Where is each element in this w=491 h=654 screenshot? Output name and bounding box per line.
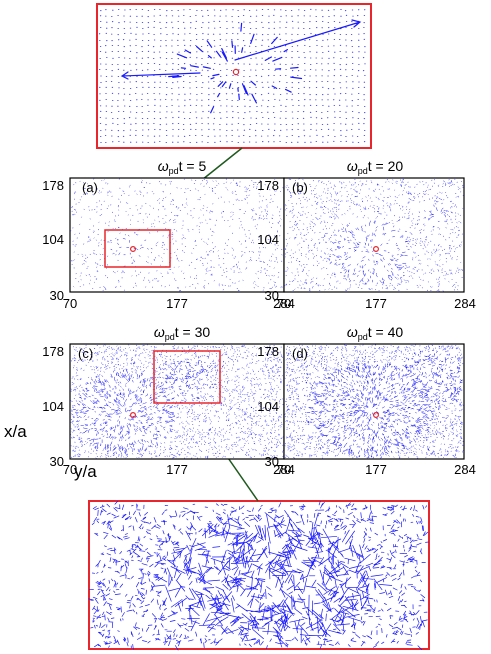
panel-c-xtick-mid: 177 xyxy=(166,462,188,477)
panel-c-ytick-bottom: 30 xyxy=(50,454,64,469)
zoom-inset-bottom xyxy=(88,500,430,651)
vector-field xyxy=(284,344,464,459)
inset-top-dots xyxy=(98,8,366,143)
panel-b-ytick-top: 178 xyxy=(257,178,279,193)
zoom-box-c xyxy=(153,350,221,404)
panel-d-ytick-mid: 104 xyxy=(257,399,279,414)
panel-d: ωpdt = 40 (d) 178 104 30 70 177 284 xyxy=(257,324,476,477)
panel-d-xtick-left: 70 xyxy=(277,462,291,477)
panel-c-ytick-top: 178 xyxy=(42,344,64,359)
inset-top-arrows xyxy=(120,19,362,114)
panel-c-xtick-right: 284 xyxy=(273,462,295,477)
zoom-box-a xyxy=(104,229,171,268)
panel-a-marker xyxy=(130,246,137,253)
panel-d-marker xyxy=(373,412,380,419)
panel-a-ytick-mid: 104 xyxy=(42,232,64,247)
panel-d-ytick-bottom: 30 xyxy=(265,454,279,469)
panel-c-label: (c) xyxy=(78,346,93,361)
panel-c-ytick-mid: 104 xyxy=(42,399,64,414)
panel-d-xtick-right: 284 xyxy=(454,462,476,477)
panel-a-xtick-right: 284 xyxy=(273,296,295,311)
vector-field xyxy=(70,344,284,459)
panel-b-title: ωpdt = 20 xyxy=(347,158,404,176)
panel-a-title: ωpdt = 5 xyxy=(158,158,207,176)
zoom-inset-top xyxy=(96,3,372,149)
panel-c-title: ωpdt = 30 xyxy=(154,324,211,342)
panel-b-xtick-right: 284 xyxy=(454,296,476,311)
panel-a-ytick-top: 178 xyxy=(42,178,64,193)
panel-b: ωpdt = 20 (b) 178 104 30 70 177 284 xyxy=(257,158,476,311)
vector-field xyxy=(284,178,464,292)
panel-d-ytick-top: 178 xyxy=(257,344,279,359)
panel-b-ytick-bottom: 30 xyxy=(265,288,279,303)
inset-bottom-field xyxy=(88,500,429,651)
panel-c-marker xyxy=(130,412,137,419)
panel-c-xlabel: y/a xyxy=(74,462,97,481)
panel-b-xtick-left: 70 xyxy=(277,296,291,311)
panel-a-label: (a) xyxy=(82,180,98,195)
panel-a-xtick-mid: 177 xyxy=(166,296,188,311)
panel-d-xtick-mid: 177 xyxy=(365,462,387,477)
panel-b-xtick-mid: 177 xyxy=(365,296,387,311)
vector-field xyxy=(70,178,284,292)
panel-a: ωpdt = 5 (a) 178 104 30 70 177 284 xyxy=(42,158,295,311)
inset-top-marker xyxy=(232,68,240,76)
panel-b-marker xyxy=(373,246,380,253)
panel-c-ylabel: x/a xyxy=(4,422,27,441)
panel-a-ytick-bottom: 30 xyxy=(50,288,64,303)
panel-c-xtick-left: 70 xyxy=(63,462,77,477)
panel-a-xtick-left: 70 xyxy=(63,296,77,311)
panel-c: ωpdt = 30 (c) 178 104 30 70 177 284 x/a … xyxy=(4,324,295,481)
panel-d-title: ωpdt = 40 xyxy=(347,324,404,342)
panel-b-ytick-mid: 104 xyxy=(257,232,279,247)
panel-b-label: (b) xyxy=(292,180,308,195)
panel-d-label: (d) xyxy=(292,346,308,361)
